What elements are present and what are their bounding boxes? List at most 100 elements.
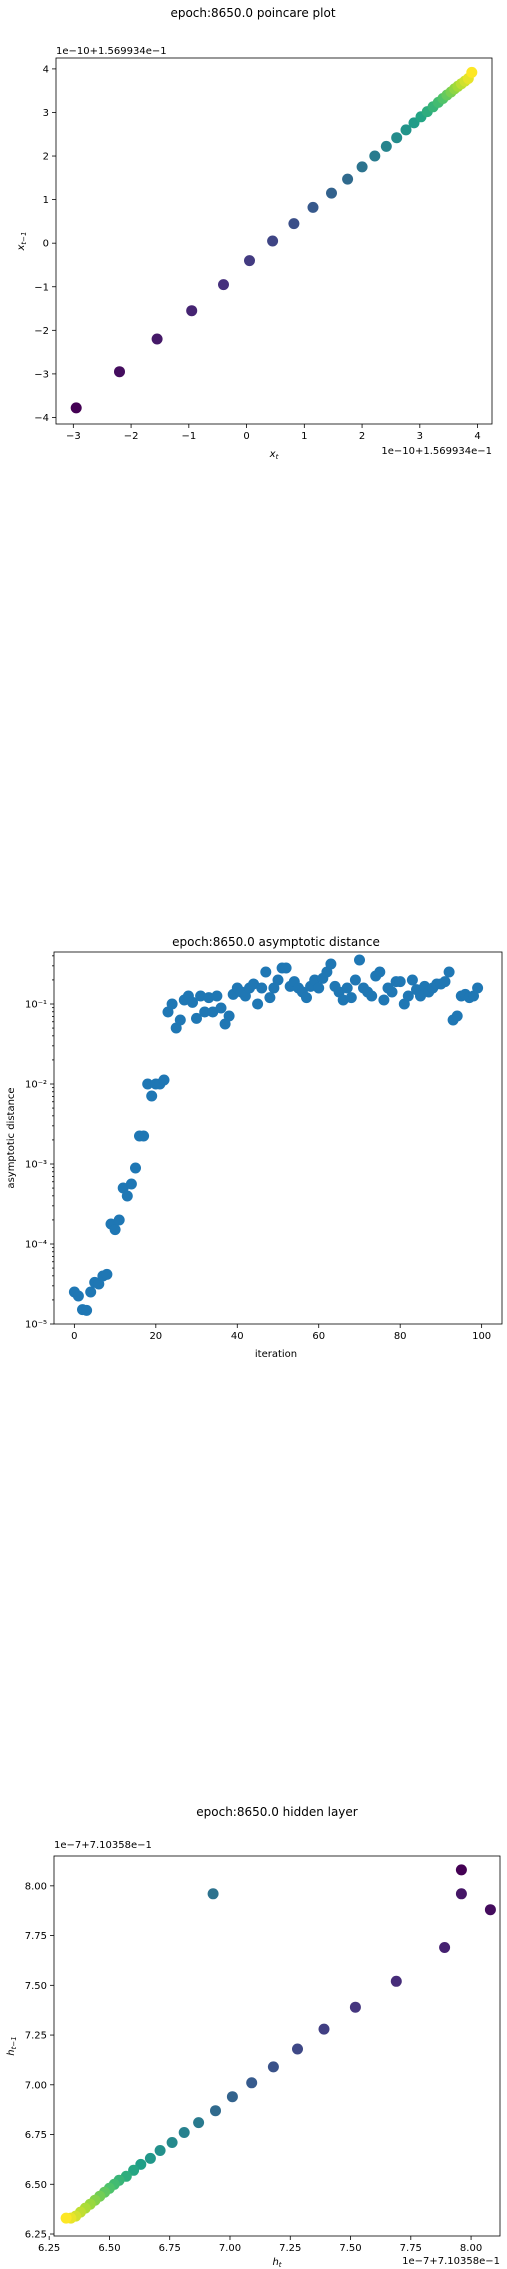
data-point [325,958,337,970]
hidden-layer-marks [60,1864,496,2224]
data-point [138,1130,150,1142]
data-point [354,954,365,966]
data-point [390,1975,402,1987]
y-tick-label: 7.50 [25,1981,47,1992]
hidden-layer-x-offset: 1e−7+7.10358e−1 [402,2256,500,2267]
data-point [391,132,403,144]
data-point [378,994,390,1006]
data-point [125,1178,137,1190]
data-point [267,2061,279,2073]
hidden-layer-title: epoch:8650.0 hidden layer [196,1805,358,1819]
y-tick-label: 10⁻⁴ [25,1240,47,1251]
data-point [210,2105,221,2117]
data-point [142,1078,154,1090]
y-tick-label: 6.25 [25,2230,47,2241]
data-point [356,161,368,173]
data-point [369,150,381,162]
hidden-layer-chart: epoch:8650.0 hidden layer 1e−7+7.10358e−… [6,1805,501,2269]
asymptotic-y-label: asymptotic distance [6,1087,17,1188]
data-point [366,990,378,1002]
x-tick-label: 7.50 [339,2243,361,2254]
x-tick-label: 20 [149,1331,162,1342]
poincare-chart: epoch:8650.0 poincare plot 1e−10+1.56993… [16,6,493,461]
poincare-y-offset: 1e−10+1.569934e−1 [56,46,167,57]
data-point [439,1942,451,1953]
x-tick-label: 4 [474,431,480,442]
data-point [151,333,163,345]
data-point [199,1006,211,1018]
data-point [128,2164,140,2176]
data-point [318,2023,330,2035]
y-tick-label: 7.00 [25,2080,47,2091]
data-point [85,1286,97,1298]
data-point [144,2152,156,2164]
y-tick-label: 6.50 [25,2180,47,2191]
asymptotic-title: epoch:8650.0 asymptotic distance [172,935,380,949]
poincare-marks [70,66,478,414]
y-tick-label: 7.75 [25,1931,47,1942]
poincare-x-offset: 1e−10+1.569934e−1 [381,446,492,457]
data-point [326,187,337,199]
y-tick-label: 7.25 [25,2031,47,2042]
data-point [113,1214,125,1226]
data-point [226,2091,238,2103]
poincare-y-ticks: −4 −3 −2 −1 0 1 2 3 4 [34,64,56,424]
data-point [386,986,398,998]
data-point [484,1904,496,1916]
y-tick-label: 10⁻⁵ [25,1320,47,1331]
data-point [313,982,325,994]
data-point [451,1010,463,1022]
data-point [455,1888,467,1900]
y-tick-label: 6.75 [25,2130,47,2141]
data-point [345,992,357,1004]
data-point [301,992,312,1004]
x-tick-label: 7.00 [219,2243,241,2254]
x-tick-label: 2 [359,431,365,442]
data-point [193,2117,205,2129]
data-point [264,992,276,1004]
data-point [394,976,406,988]
data-point [380,140,392,152]
data-point [60,2212,72,2224]
data-point [260,966,272,978]
hidden-layer-axes-frame [53,1855,501,2237]
data-point [342,173,354,185]
poincare-x-ticks: −3 −2 −1 0 1 2 3 4 [66,424,481,442]
data-point [207,1888,219,1900]
x-tick-label: 80 [394,1331,407,1342]
poincare-y-label: xt−1 [16,232,28,252]
x-tick-label: −2 [124,431,139,442]
data-point [374,966,386,978]
poincare-axes-frame [55,57,493,425]
data-point [455,1864,467,1876]
data-point [256,982,268,994]
poincare-title: epoch:8650.0 poincare plot [170,6,335,20]
data-point [415,990,426,1002]
data-point [252,998,264,1010]
data-point [130,1162,141,1174]
data-point [158,1074,170,1086]
y-tick-label: −4 [34,413,49,424]
y-tick-label: −2 [34,326,49,337]
data-point [288,218,300,230]
data-point [472,982,484,994]
y-tick-label: −1 [34,282,49,293]
data-point [267,235,279,247]
data-point [166,998,178,1010]
poincare-x-label: xt [269,449,279,461]
y-tick-label: 1 [43,195,49,206]
y-tick-label: 2 [43,152,49,163]
data-point [121,1190,133,1202]
x-tick-label: 6.50 [98,2243,120,2254]
data-point [443,966,455,978]
x-tick-label: 6.25 [38,2243,60,2254]
data-point [341,982,353,994]
x-tick-label: −3 [66,431,81,442]
data-point [70,402,82,414]
data-point [400,124,412,136]
data-point [218,279,229,291]
data-point [81,1304,93,1316]
hidden-layer-y-label: ht−1 [6,2036,18,2055]
data-point [402,990,414,1002]
